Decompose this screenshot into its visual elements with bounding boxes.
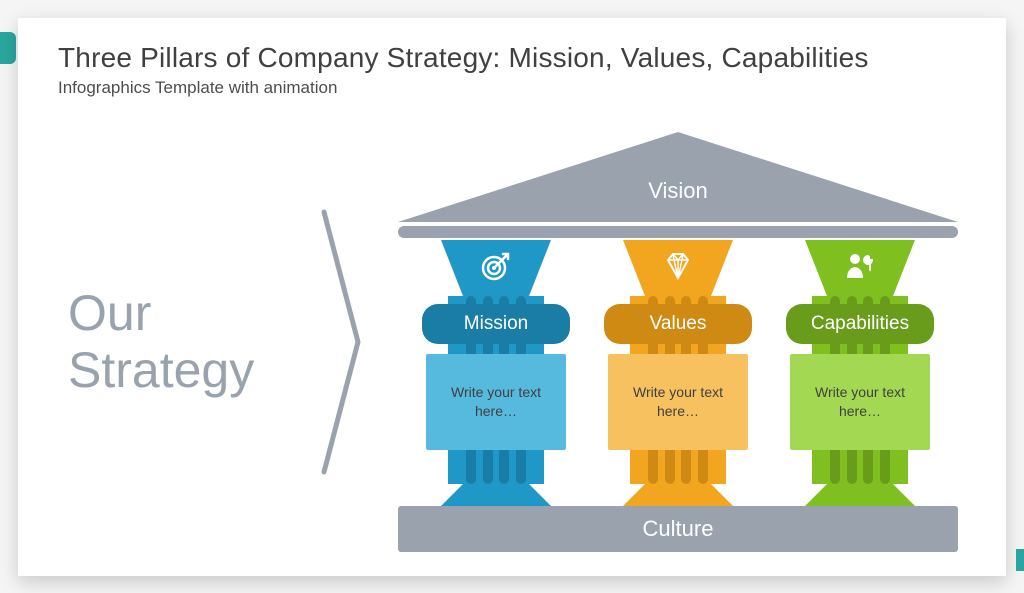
temple-architrave (398, 226, 958, 238)
chevron-icon (318, 192, 368, 492)
pillar-text-card[interactable]: Write your text here… (790, 354, 930, 450)
temple-base: Culture (398, 506, 958, 552)
diamond-icon (662, 250, 694, 287)
pillar-shaft: CapabilitiesWrite your text here… (812, 296, 908, 484)
pillar-capital (441, 240, 551, 296)
pillar-label: Values (650, 313, 707, 335)
pillar-foot (441, 484, 551, 506)
pillar-capital (623, 240, 733, 296)
pillar-label: Capabilities (811, 313, 909, 335)
pillar-foot (805, 484, 915, 506)
pillars-row: Mission Write your text here… Values Write … (416, 240, 940, 506)
person-wrench-icon (844, 250, 876, 287)
pillar-placeholder: Write your text here… (626, 383, 730, 421)
roof-label: Vision (398, 178, 958, 204)
right-accent-tab (1016, 549, 1024, 571)
pillar-label-band: Mission (422, 304, 570, 344)
pillar-mission: Mission Write your text here… (416, 240, 576, 506)
pillar-placeholder: Write your text here… (444, 383, 548, 421)
slide-card: Three Pillars of Company Strategy: Missi… (18, 18, 1006, 576)
pillar-capabilities: Capabilities Write your text here… (780, 240, 940, 506)
temple-diagram: Vision Mission Write your text here… Value… (398, 132, 958, 552)
temple-roof: Vision (398, 132, 958, 222)
pillar-placeholder: Write your text here… (808, 383, 912, 421)
slide-subtitle: Infographics Template with animation (58, 78, 966, 98)
slide-content: Our Strategy Vision Mission Write your te… (58, 128, 966, 556)
pillar-label: Mission (464, 313, 528, 335)
base-label: Culture (643, 516, 714, 542)
pillar-label-band: Capabilities (786, 304, 934, 344)
pillar-text-card[interactable]: Write your text here… (608, 354, 748, 450)
left-accent-tab (0, 32, 16, 64)
pillar-shaft: ValuesWrite your text here… (630, 296, 726, 484)
pillar-foot (623, 484, 733, 506)
pillar-shaft: MissionWrite your text here… (448, 296, 544, 484)
slide-title: Three Pillars of Company Strategy: Missi… (58, 42, 966, 74)
pillar-text-card[interactable]: Write your text here… (426, 354, 566, 450)
pillar-label-band: Values (604, 304, 752, 344)
pillar-values: Values Write your text here… (598, 240, 758, 506)
target-icon (480, 250, 512, 287)
strategy-label: Our Strategy (58, 285, 318, 400)
pillar-capital (805, 240, 915, 296)
